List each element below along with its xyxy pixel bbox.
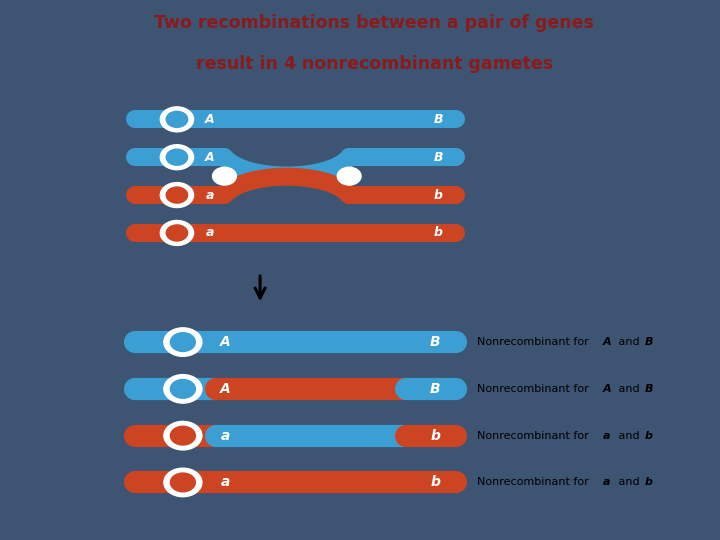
Text: and: and	[615, 477, 643, 488]
Text: GENETICS: GENETICS	[11, 25, 153, 49]
Text: B: B	[433, 113, 443, 126]
Text: SIXTH EDITION: SIXTH EDITION	[11, 72, 60, 78]
Circle shape	[164, 468, 202, 497]
Text: ANALYSIS OF GENES AND GENOMES: ANALYSIS OF GENES AND GENOMES	[11, 59, 129, 65]
Circle shape	[161, 220, 194, 245]
Circle shape	[212, 167, 236, 185]
Circle shape	[161, 107, 194, 132]
Circle shape	[171, 380, 195, 398]
Text: and: and	[615, 337, 643, 347]
Circle shape	[166, 149, 188, 165]
Text: Nonrecombinant for: Nonrecombinant for	[477, 430, 592, 441]
Text: B: B	[430, 382, 441, 396]
Text: a: a	[221, 429, 230, 443]
Text: a: a	[205, 226, 214, 239]
Circle shape	[161, 145, 194, 170]
Text: b: b	[431, 429, 440, 443]
Text: and: and	[615, 384, 643, 394]
Text: Nonrecombinant for: Nonrecombinant for	[477, 477, 592, 488]
Circle shape	[166, 225, 188, 241]
Circle shape	[164, 421, 202, 450]
Circle shape	[166, 111, 188, 127]
Text: A: A	[204, 113, 215, 126]
Text: A: A	[603, 337, 611, 347]
Text: Nonrecombinant for: Nonrecombinant for	[477, 384, 592, 394]
Text: A: A	[204, 151, 215, 164]
Text: a: a	[603, 430, 611, 441]
Text: b: b	[644, 430, 652, 441]
Text: Two recombinations between a pair of genes: Two recombinations between a pair of gen…	[155, 14, 594, 32]
Text: DANIEL L. HARTL · ELIZABETH W. JONES: DANIEL L. HARTL · ELIZABETH W. JONES	[11, 6, 154, 12]
Text: Nonrecombinant for: Nonrecombinant for	[477, 337, 592, 347]
Text: A: A	[220, 335, 231, 349]
Text: A: A	[220, 382, 231, 396]
Text: a: a	[603, 477, 611, 488]
Text: B: B	[644, 384, 653, 394]
Text: and: and	[615, 430, 643, 441]
Circle shape	[171, 426, 195, 445]
Text: b: b	[434, 188, 443, 201]
Text: B: B	[430, 335, 441, 349]
Text: result in 4 nonrecombinant gametes: result in 4 nonrecombinant gametes	[196, 55, 553, 73]
Text: a: a	[205, 188, 214, 201]
Circle shape	[171, 333, 195, 352]
Text: b: b	[644, 477, 652, 488]
Text: b: b	[434, 226, 443, 239]
Circle shape	[164, 328, 202, 356]
Text: B: B	[433, 151, 443, 164]
Text: a: a	[221, 475, 230, 489]
Circle shape	[166, 187, 188, 203]
Circle shape	[338, 167, 361, 185]
Circle shape	[161, 183, 194, 207]
Text: B: B	[644, 337, 653, 347]
Text: A: A	[603, 384, 611, 394]
Text: b: b	[431, 475, 440, 489]
Circle shape	[164, 375, 202, 403]
Circle shape	[171, 473, 195, 492]
